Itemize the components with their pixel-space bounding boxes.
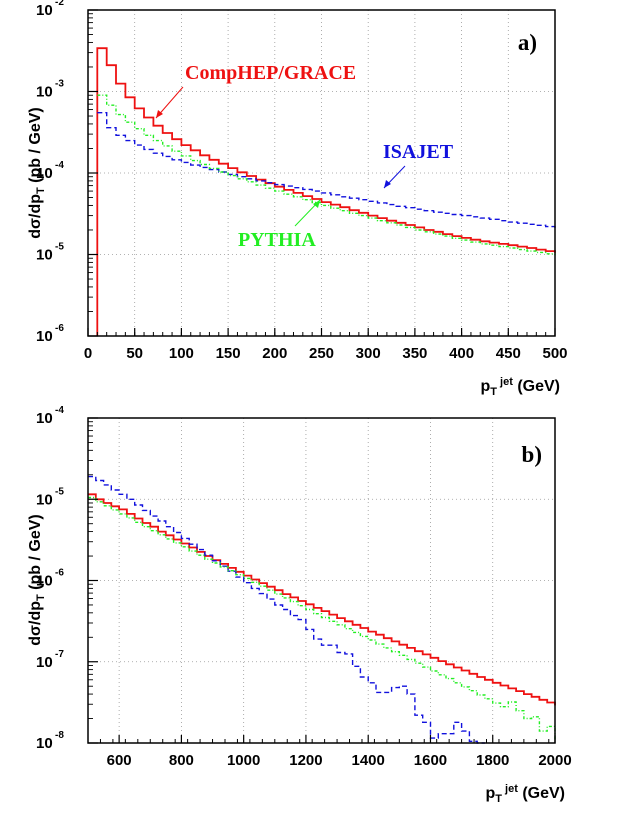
y-tick-exponent: -4 [55,160,64,171]
y-tick-exponent: -5 [55,486,64,497]
panel-tag-a: a) [518,30,537,55]
y-tick-exponent: -5 [55,242,64,253]
annotation-arrowhead-pythia [313,200,320,208]
y-tick-exponent: -6 [55,568,64,579]
series-line-isajet [88,475,485,744]
panel-tag-b: b) [522,442,542,467]
y-tick-exponent: -3 [55,79,64,90]
series-line-isajet [97,112,556,228]
x-tick-label: 200 [262,345,287,362]
x-tick-label: 1800 [476,752,509,769]
y-tick-label: 10 [36,735,53,752]
annotation-arrowhead-isajet [384,180,391,188]
x-tick-label: 450 [496,345,521,362]
x-tick-label: 1600 [414,752,447,769]
series-line-comphep-grace [88,493,556,706]
panel-b: 600 800 1000 1200 1400 1600 1800 200010-810-710… [27,405,572,805]
x-tick-label: 1400 [352,752,385,769]
y-tick-exponent: -2 [55,0,64,8]
x-tick-label: 500 [542,345,567,362]
series-line-pythia [88,496,556,742]
x-tick-label: 50 [126,345,143,362]
x-tick-label: 2000 [538,752,571,769]
annotation-arrowhead-compgrace [156,110,163,118]
y-tick-label: 10 [36,573,53,590]
y-tick-label: 10 [36,328,53,345]
y-tick-label: 10 [36,2,53,19]
y-tick-label: 10 [36,247,53,264]
x-tick-label: 400 [449,345,474,362]
y-tick-exponent: -7 [55,649,64,660]
y-tick-exponent: -4 [55,405,64,416]
series-line-pythia [97,94,556,256]
annotation-compgrace: CompHEP/GRACE [185,62,356,84]
y-tick-label: 10 [36,491,53,508]
y-tick-exponent: -8 [55,730,64,741]
y-tick-label: 10 [36,410,53,427]
x-tick-label: 600 [107,752,132,769]
y-tick-exponent: -6 [55,323,64,334]
x-tick-label: 0 [84,345,92,362]
y-axis-title-b: dσ/dpT (pb / GeV) [27,514,47,645]
x-tick-label: 350 [402,345,427,362]
x-tick-label: 300 [356,345,381,362]
x-axis-title-b: pT jet (GeV) [485,783,565,805]
y-tick-label: 10 [36,165,53,182]
y-axis-title-a: dσ/dpT (pb / GeV) [27,107,47,238]
series-line-comphep-grace [96,47,556,336]
y-tick-label: 10 [36,654,53,671]
x-tick-label: 100 [169,345,194,362]
x-tick-label: 150 [216,345,241,362]
annotation-pythia: PYTHIA [238,229,316,251]
x-tick-label: 1200 [289,752,322,769]
x-tick-label: 800 [169,752,194,769]
panel-a: 0 50 100 150 200 250 300 350 400 450 50010-610-510… [27,0,568,398]
annotation-isajet: ISAJET [383,141,454,163]
x-axis-title-a: pT jet (GeV) [480,376,560,398]
x-tick-label: 250 [309,345,334,362]
x-tick-label: 1000 [227,752,260,769]
y-tick-label: 10 [36,84,53,101]
